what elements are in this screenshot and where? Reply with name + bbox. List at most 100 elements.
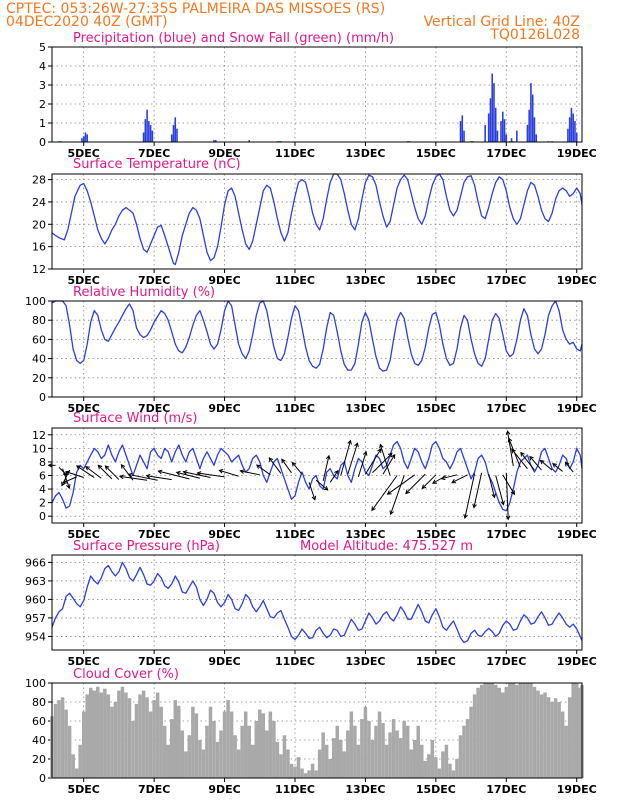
cloud-area-bar: [254, 721, 259, 778]
pressure-x-tick-label: 13DEC: [345, 655, 385, 668]
cloud-area-bar: [166, 744, 170, 778]
wind-arrow-shaft: [540, 460, 553, 471]
cloud-area-bar: [138, 694, 142, 778]
wind-arrow-head: [47, 462, 53, 468]
cloud-area-bar: [310, 763, 315, 778]
humidity-y-tick-label: 60: [32, 333, 46, 346]
humidity-frame: [51, 300, 583, 398]
precip-bar: [82, 136, 85, 142]
wind-arrow-head: [387, 452, 393, 458]
cloud-area-bar: [427, 754, 431, 778]
cloud-area-bar: [441, 751, 445, 778]
wind-arrow-head: [505, 515, 511, 521]
cloud-area-bar: [233, 735, 237, 778]
cloud-area-bar: [113, 702, 118, 778]
cloud-area-bar: [574, 683, 579, 778]
precip-bar: [572, 113, 574, 142]
cloud-area-bar: [377, 711, 382, 778]
cloud-area-bar: [53, 703, 58, 778]
wind-y-tick-label: 12: [32, 429, 46, 442]
cloud-area-bar: [201, 749, 206, 778]
precip-bar: [151, 130, 154, 142]
temperature-title: Surface Temperature (nC): [73, 157, 241, 172]
precip-bar: [505, 134, 508, 142]
cloud-y-tick-label: 40: [32, 734, 46, 747]
precip-bar: [484, 124, 486, 142]
cloud-panel: Cloud Cover (%) 0 20 40 60 80 100 5DEC 7DEC 9DEC…: [25, 667, 597, 796]
precip-bar: [459, 121, 462, 142]
temperature-panel: Surface Temperature (nC) 12 16 20 24 28 5DEC 7…: [32, 157, 597, 287]
wind-x-tick-label: 5DEC: [68, 528, 100, 541]
cloud-area-bar: [553, 698, 558, 778]
wind-arrow-head: [347, 439, 352, 445]
cloud-area-bar: [339, 740, 343, 778]
temperature-series-line: [51, 173, 583, 266]
cloud-area-bar: [423, 760, 428, 778]
cloud-area-bar: [430, 740, 435, 778]
wind-arrow-shaft: [387, 474, 416, 495]
wind-arrow-shaft: [329, 470, 339, 483]
wind-arrow-shaft: [268, 457, 282, 474]
cloud-area-bar: [324, 744, 329, 778]
wind-arrow-shaft: [76, 465, 95, 478]
wind-series-line: [51, 440, 583, 512]
cloud-area-bar: [317, 749, 322, 778]
cloud-area-bar: [360, 719, 364, 778]
wind-arrow-head: [440, 475, 446, 481]
wind-arrow-head: [118, 474, 124, 480]
pressure-x-tick-label: 15DEC: [416, 655, 456, 668]
precip-x-tick-label: 19DEC: [557, 147, 597, 160]
cloud-x-tick-label: 7DEC: [138, 783, 170, 796]
wind-x-tick-label: 11DEC: [275, 528, 315, 541]
wind-arrow-head: [157, 469, 163, 475]
wind-arrow-head: [239, 469, 245, 474]
cloud-area-bar: [268, 711, 273, 778]
precip-bar: [574, 121, 576, 142]
precip-bar: [510, 138, 513, 142]
cloud-area-bar: [391, 719, 396, 778]
wind-y-tick-label: 4: [39, 483, 46, 496]
temperature-frame: [51, 173, 583, 270]
wind-arrow-head: [291, 461, 297, 467]
precip-bar: [213, 140, 215, 142]
temperature-y-tick-label: 16: [32, 241, 46, 254]
precip-x-tick-label: 7DEC: [138, 147, 170, 160]
wind-arrow-head: [268, 457, 274, 462]
wind-arrow-head: [65, 470, 71, 476]
cloud-area-bar: [434, 757, 438, 778]
cloud-area-bar: [282, 735, 287, 778]
precip-x-tick-label: 15DEC: [416, 147, 456, 160]
precip-panel: Precipitation (blue) and Snow Fall (gree…: [39, 31, 597, 160]
precip-bar: [496, 130, 499, 142]
cloud-area-bar: [437, 768, 442, 778]
wind-arrow-head: [390, 453, 396, 459]
cloud-area-bar: [342, 751, 347, 778]
wind-arrow-shaft: [382, 454, 396, 475]
cloud-area-bar: [367, 721, 371, 778]
cloud-area-bar: [155, 692, 160, 778]
cloud-area-bar: [465, 719, 470, 778]
wind-arrow-shaft: [495, 475, 504, 505]
precip-bar: [172, 124, 175, 142]
wind-arrow-head: [120, 463, 126, 469]
cloud-area-bar: [180, 730, 185, 778]
pressure-model-altitude: Model Altitude: 475.527 m: [300, 539, 473, 554]
wind-arrow-shaft: [565, 462, 574, 473]
wind-arrow-head: [196, 471, 202, 476]
header-model: TQ0126L028: [489, 27, 580, 43]
wind-arrow-shaft: [451, 474, 468, 484]
wind-arrow-shaft: [347, 443, 358, 475]
wind-arrow-shaft: [66, 471, 84, 479]
cloud-area-bar: [346, 730, 350, 778]
cloud-area-bar: [169, 719, 174, 778]
cloud-area-bar: [515, 684, 519, 778]
cloud-area-bar: [60, 697, 65, 778]
wind-arrow-shaft: [488, 474, 495, 498]
cloud-area-bar: [184, 751, 188, 778]
humidity-x-tick-label: 13DEC: [345, 402, 385, 415]
cloud-area-bar: [388, 732, 392, 778]
cloud-area-bar: [286, 749, 290, 778]
wind-arrow-head: [389, 510, 394, 516]
cloud-area-bar: [148, 711, 153, 778]
precip-bar: [84, 132, 87, 142]
